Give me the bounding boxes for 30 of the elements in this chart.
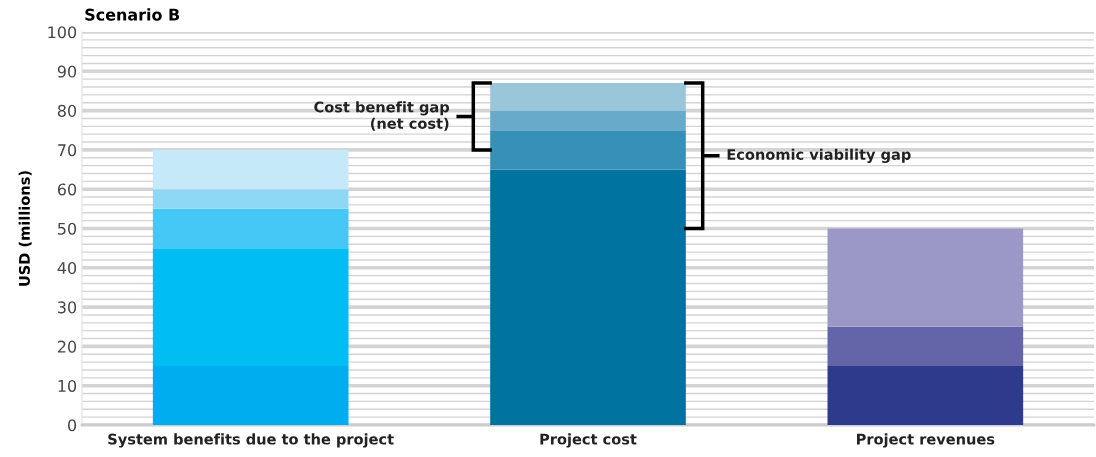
chart-title: Scenario B [85, 8, 180, 21]
bar [490, 110, 686, 131]
y-tick-label: 50 [58, 222, 77, 235]
y-axis-title: USD (millions) [18, 171, 32, 286]
bar [827, 326, 1024, 367]
bar [152, 248, 349, 367]
y-tick-label: 30 [58, 301, 77, 314]
bar [490, 169, 686, 425]
annotation: Cost benefit gap (net cost) [314, 101, 450, 131]
bar [152, 366, 349, 425]
y-tick-label: 100 [48, 26, 77, 39]
y-tick-label: 10 [58, 379, 77, 392]
x-tick-label: Project revenues [857, 433, 995, 448]
bar [152, 189, 349, 209]
bar [152, 149, 349, 190]
y-tick-label: 40 [57, 262, 77, 275]
x-tick-label: Project cost [540, 433, 637, 448]
y-tick-label: 80 [57, 104, 77, 117]
y-tick-label: 0 [68, 419, 77, 432]
y-tick-label: 20 [57, 340, 77, 353]
bar [490, 130, 686, 170]
y-tick-label: 70 [58, 144, 77, 157]
bar [490, 83, 686, 111]
y-tick-label: 90 [57, 65, 77, 78]
x-tick-label: System benefits due to the project [108, 433, 394, 448]
annotation: Economic viability gap [727, 148, 911, 163]
bar [152, 208, 349, 249]
y-tick-label: 60 [57, 183, 77, 196]
bar [827, 228, 1024, 327]
bar [827, 366, 1024, 425]
